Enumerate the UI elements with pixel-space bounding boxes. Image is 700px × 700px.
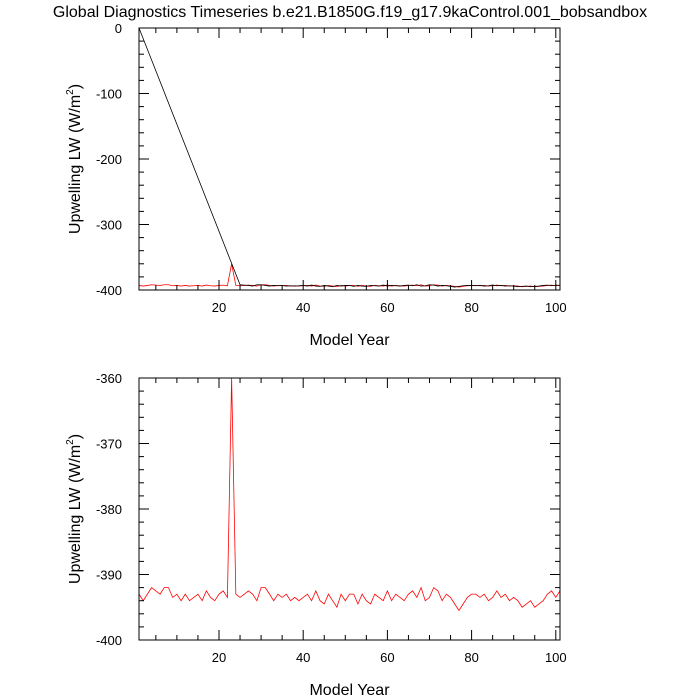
y-axis-label-close: ) [67,434,84,439]
x-tick-label: 100 [545,650,567,665]
y-axis-label-main: Upwelling LW (W/m [67,95,84,234]
y-tick-label: -400 [96,633,122,648]
series-line-0 [138,377,561,612]
x-axis-label: Model Year [309,682,390,699]
x-tick-label: 20 [212,650,226,665]
bottom-panel: 20 40 60 80 100 -360 -370 -380 -390 -400 Model Yea… [65,371,567,699]
x-tick-label: 40 [296,650,310,665]
x-tick-label: 100 [545,300,567,315]
y-axis-label-sup: 2 [65,89,76,95]
series-line-1 [138,27,561,288]
plot-frame [138,27,561,291]
y-tick-label: -400 [96,283,122,298]
y-axis-label-close: ) [67,84,84,89]
y-axis-label: Upwelling LW (W/m2) [65,84,84,234]
y-tick-label: -100 [96,87,122,102]
y-axis-label-main: Upwelling LW (W/m [67,445,84,584]
y-tick-label: -390 [96,568,122,583]
x-tick-label: 40 [296,300,310,315]
x-tick-label: 80 [464,650,478,665]
top-panel: 20 40 60 80 100 0 -100 -200 -300 -400 Model Year Up… [65,21,567,349]
x-axis-label: Model Year [309,332,390,349]
y-tick-label: 0 [115,21,122,36]
x-tick-label: 20 [212,300,226,315]
figure-title: Global Diagnostics Timeseries b.e21.B185… [53,4,647,21]
y-tick-label: -360 [96,371,122,386]
x-tick-label: 60 [380,650,394,665]
y-tick-label: -300 [96,218,122,233]
series-line-0 [138,263,561,288]
y-axis-label: Upwelling LW (W/m2) [65,434,84,584]
x-tick-label: 80 [464,300,478,315]
x-tick-label: 60 [380,300,394,315]
y-axis-label-sup: 2 [65,439,76,445]
y-tick-label: -370 [96,437,122,452]
y-tick-label: -380 [96,502,122,517]
y-tick-label: -200 [96,152,122,167]
